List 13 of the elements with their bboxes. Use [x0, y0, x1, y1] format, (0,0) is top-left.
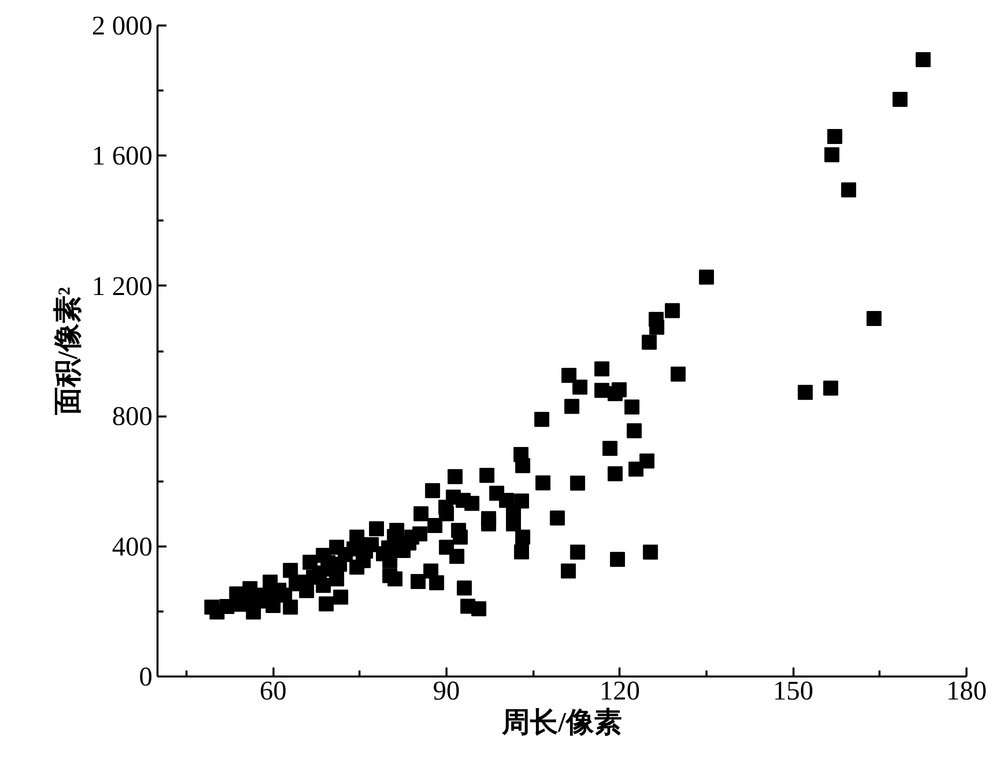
x-tick-label: 60 — [260, 676, 287, 706]
y-tick-label: 800 — [112, 401, 152, 432]
x-tick-label: 180 — [946, 676, 987, 706]
y-axis-title: 面积/像素² — [52, 286, 84, 416]
x-tick-label: 120 — [600, 676, 640, 706]
x-tick-label: 150 — [772, 676, 814, 706]
y-tick-label: 2 000 — [92, 10, 152, 40]
x-axis-title: 周长/像素 — [501, 708, 622, 738]
x-tick-label: 90 — [432, 676, 460, 706]
y-tick-label: 1 200 — [92, 270, 152, 301]
y-tick-label: 400 — [112, 531, 152, 562]
y-tick-label: 1 600 — [92, 140, 152, 171]
y-tick-label: 0 — [139, 662, 152, 692]
